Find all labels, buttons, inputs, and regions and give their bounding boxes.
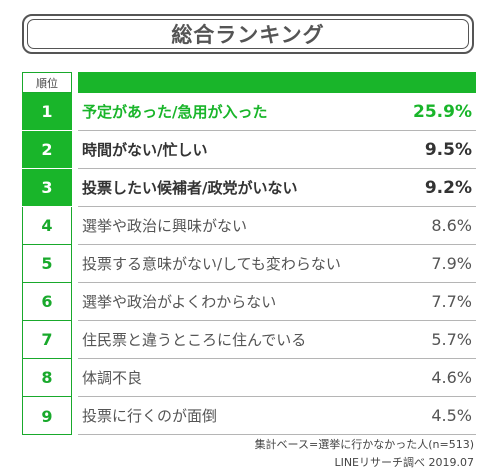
reason-label: 投票する意味がない/しても変わらない <box>82 255 341 273</box>
ranking-item: 投票する意味がない/しても変わらない 7.9% <box>78 245 476 283</box>
percentage-value: 7.9% <box>431 254 472 273</box>
table-row: 8 体調不良 4.6% <box>22 359 476 397</box>
rank-number: 1 <box>22 93 72 131</box>
percentage-value: 7.7% <box>431 292 472 311</box>
table-row: 2 時間がない/忙しい 9.5% <box>22 131 476 169</box>
reason-label: 選挙や政治がよくわからない <box>82 293 277 311</box>
reason-label: 体調不良 <box>82 369 143 387</box>
table-row: 1 予定があった/急用が入った 25.9% <box>22 93 476 131</box>
percentage-value: 4.5% <box>431 406 472 425</box>
page-title: 総合ランキング <box>171 23 325 47</box>
rank-number: 8 <box>22 359 72 397</box>
reason-label: 時間がない/忙しい <box>82 141 208 159</box>
rank-number: 3 <box>22 169 72 207</box>
percentage-value: 5.7% <box>431 330 472 349</box>
sample-base-note: 集計ベース=選挙に行かなかった人(n=513) <box>254 438 474 451</box>
rank-number: 4 <box>22 207 72 245</box>
title-box: 総合ランキング <box>22 14 474 54</box>
table-row: 9 投票に行くのが面倒 4.5% <box>22 397 476 435</box>
ranking-item: 選挙や政治に興味がない 8.6% <box>78 207 476 245</box>
percentage-value: 9.2% <box>424 177 472 198</box>
table-row: 5 投票する意味がない/しても変わらない 7.9% <box>22 245 476 283</box>
reason-label: 予定があった/急用が入った <box>82 103 268 121</box>
rank-column-header: 順位 <box>22 72 72 93</box>
header-green-bar <box>78 72 476 93</box>
ranking-item: 投票したい候補者/政党がいない 9.2% <box>78 169 476 207</box>
ranking-item: 選挙や政治がよくわからない 7.7% <box>78 283 476 321</box>
ranking-item: 投票に行くのが面倒 4.5% <box>78 397 476 435</box>
ranking-item: 住民票と違うところに住んでいる 5.7% <box>78 321 476 359</box>
rank-number: 5 <box>22 245 72 283</box>
rank-number: 7 <box>22 321 72 359</box>
table-row: 7 住民票と違うところに住んでいる 5.7% <box>22 321 476 359</box>
reason-label: 投票に行くのが面倒 <box>82 407 218 425</box>
table-row: 4 選挙や政治に興味がない 8.6% <box>22 207 476 245</box>
table-row: 6 選挙や政治がよくわからない 7.7% <box>22 283 476 321</box>
ranking-item: 体調不良 4.6% <box>78 359 476 397</box>
percentage-value: 9.5% <box>424 139 472 160</box>
rank-number: 6 <box>22 283 72 321</box>
ranking-item: 予定があった/急用が入った 25.9% <box>78 93 476 131</box>
percentage-value: 4.6% <box>431 368 472 387</box>
reason-label: 住民票と違うところに住んでいる <box>82 331 307 349</box>
rank-number: 2 <box>22 131 72 169</box>
percentage-value: 25.9% <box>413 101 472 122</box>
reason-label: 投票したい候補者/政党がいない <box>82 179 298 197</box>
reason-label: 選挙や政治に興味がない <box>82 217 248 235</box>
source-note: LINEリサーチ調べ 2019.07 <box>334 456 474 469</box>
table-row: 3 投票したい候補者/政党がいない 9.2% <box>22 169 476 207</box>
percentage-value: 8.6% <box>431 216 472 235</box>
rank-number: 9 <box>41 406 53 426</box>
ranking-item: 時間がない/忙しい 9.5% <box>78 131 476 169</box>
rank-column-frame <box>22 93 72 435</box>
